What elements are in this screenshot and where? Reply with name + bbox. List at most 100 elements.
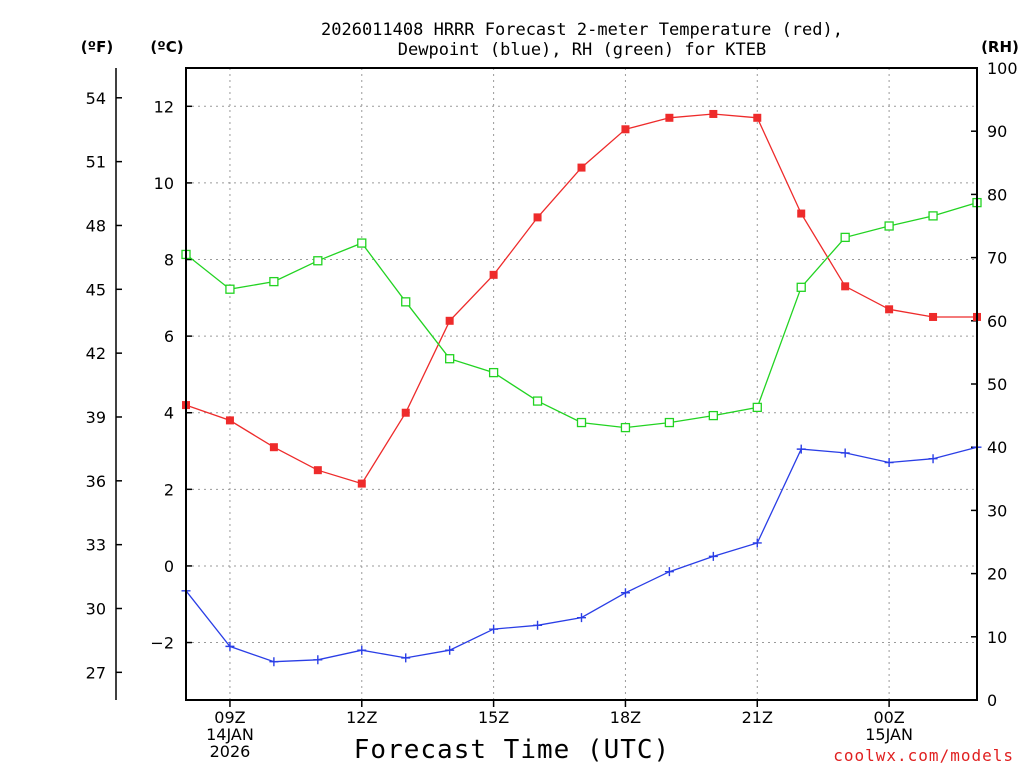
fahrenheit-tick-label: 33 bbox=[86, 536, 106, 555]
time-tick-label: 15Z bbox=[478, 708, 509, 727]
data-point-marker bbox=[313, 466, 322, 475]
data-point-marker bbox=[357, 238, 367, 248]
data-point-marker bbox=[445, 354, 455, 364]
plot-frame bbox=[185, 67, 978, 701]
rh-axis-label: (RH) bbox=[981, 38, 1019, 56]
time-tick-label: 14JAN bbox=[206, 725, 254, 744]
celsius-tick-label: 6 bbox=[164, 327, 174, 346]
rh-tick-label: 20 bbox=[987, 565, 1007, 584]
rh-tick-label: 10 bbox=[987, 628, 1007, 647]
celsius-tick-label: 4 bbox=[164, 404, 174, 423]
data-point-marker bbox=[797, 209, 806, 218]
data-point-marker bbox=[533, 213, 542, 222]
rh-tick-label: 60 bbox=[987, 312, 1007, 331]
data-point-marker bbox=[269, 443, 278, 452]
data-point-marker bbox=[225, 641, 235, 651]
series-line bbox=[185, 446, 978, 663]
data-point-marker bbox=[401, 408, 410, 417]
series-group bbox=[181, 109, 982, 667]
data-point-marker bbox=[577, 163, 586, 172]
rh-axis: 0 10 20 30 40 50 60 70 80 90 100 bbox=[971, 59, 1018, 710]
data-point-marker bbox=[884, 221, 894, 231]
series-2-meter-temperature bbox=[182, 109, 981, 488]
fahrenheit-axis: 27 30 33 36 39 42 45 48 51 54 bbox=[86, 68, 122, 700]
data-point-marker bbox=[796, 444, 806, 454]
rh-tick-label: 50 bbox=[987, 375, 1007, 394]
data-point-marker bbox=[576, 417, 587, 428]
x-axis-title: Forecast Time (UTC) bbox=[354, 735, 670, 765]
celsius-tick-label: 0 bbox=[164, 557, 174, 576]
data-point-marker bbox=[577, 613, 586, 623]
fahrenheit-tick-label: 54 bbox=[86, 89, 106, 108]
time-tick-label: 09Z bbox=[214, 708, 245, 727]
data-point-marker bbox=[489, 270, 498, 279]
data-point-marker bbox=[929, 312, 938, 321]
data-point-marker bbox=[621, 125, 630, 134]
celsius-tick-label: 8 bbox=[164, 251, 174, 270]
data-point-marker bbox=[532, 396, 543, 406]
time-tick-label: 2026 bbox=[210, 742, 251, 761]
celsius-axis-label: (ºC) bbox=[150, 38, 183, 56]
data-point-marker bbox=[269, 276, 279, 287]
rh-tick-label: 80 bbox=[987, 185, 1007, 204]
data-point-marker bbox=[665, 113, 674, 122]
data-point-marker bbox=[840, 232, 850, 243]
rh-tick-label: 0 bbox=[987, 691, 997, 710]
fahrenheit-tick-label: 39 bbox=[86, 408, 106, 427]
data-point-marker bbox=[313, 655, 323, 665]
fahrenheit-axis-label: (ºF) bbox=[81, 38, 113, 56]
data-point-marker bbox=[401, 297, 411, 307]
rh-tick-label: 100 bbox=[987, 59, 1018, 78]
fahrenheit-tick-label: 45 bbox=[86, 280, 106, 299]
data-point-marker bbox=[620, 588, 630, 598]
data-point-marker bbox=[225, 284, 235, 294]
data-point-marker bbox=[488, 367, 499, 378]
data-point-marker bbox=[357, 645, 367, 655]
rh-tick-label: 40 bbox=[987, 438, 1007, 457]
series-line bbox=[185, 201, 978, 429]
credit-text: coolwx.com/models bbox=[833, 746, 1014, 765]
rh-tick-label: 70 bbox=[987, 249, 1007, 268]
data-point-marker bbox=[708, 410, 718, 421]
data-point-marker bbox=[840, 448, 850, 458]
data-point-marker bbox=[708, 551, 718, 561]
data-point-marker bbox=[885, 305, 894, 314]
data-point-marker bbox=[928, 454, 938, 464]
series-relative-humidity bbox=[181, 197, 982, 433]
fahrenheit-tick-label: 27 bbox=[86, 663, 106, 682]
celsius-tick-label: −2 bbox=[150, 634, 174, 653]
data-point-marker bbox=[664, 417, 675, 428]
data-point-marker bbox=[709, 109, 718, 118]
data-point-marker bbox=[796, 282, 806, 292]
fahrenheit-tick-label: 42 bbox=[86, 344, 106, 363]
celsius-tick-label: 12 bbox=[154, 97, 174, 116]
grid-lines bbox=[186, 68, 977, 700]
chart-title-line-1: 2026011408 HRRR Forecast 2-meter Tempera… bbox=[321, 20, 843, 40]
rh-tick-label: 30 bbox=[987, 501, 1007, 520]
celsius-tick-label: 2 bbox=[164, 480, 174, 499]
data-point-marker bbox=[664, 567, 674, 577]
fahrenheit-tick-label: 48 bbox=[86, 216, 106, 235]
data-point-marker bbox=[313, 256, 323, 266]
celsius-tick-label: 10 bbox=[154, 174, 174, 193]
fahrenheit-tick-label: 51 bbox=[86, 153, 106, 172]
series-dewpoint bbox=[181, 442, 982, 667]
data-point-marker bbox=[753, 113, 762, 122]
data-point-marker bbox=[884, 458, 894, 468]
data-point-marker bbox=[533, 620, 543, 630]
data-point-marker bbox=[752, 402, 762, 413]
time-tick-label: 00Z bbox=[873, 708, 904, 727]
data-point-marker bbox=[928, 211, 938, 221]
data-point-marker bbox=[445, 316, 454, 325]
data-point-marker bbox=[357, 479, 366, 488]
fahrenheit-tick-label: 36 bbox=[86, 472, 106, 491]
celsius-axis: −2 0 2 4 6 8 10 12 bbox=[150, 97, 192, 653]
time-tick-label: 21Z bbox=[742, 708, 773, 727]
chart-title-line-2: Dewpoint (blue), RH (green) for KTEB bbox=[398, 40, 766, 60]
data-point-marker bbox=[620, 422, 631, 433]
time-tick-label: 12Z bbox=[346, 708, 377, 727]
rh-tick-label: 90 bbox=[987, 122, 1007, 141]
data-point-marker bbox=[841, 282, 850, 291]
data-point-marker bbox=[269, 657, 279, 667]
